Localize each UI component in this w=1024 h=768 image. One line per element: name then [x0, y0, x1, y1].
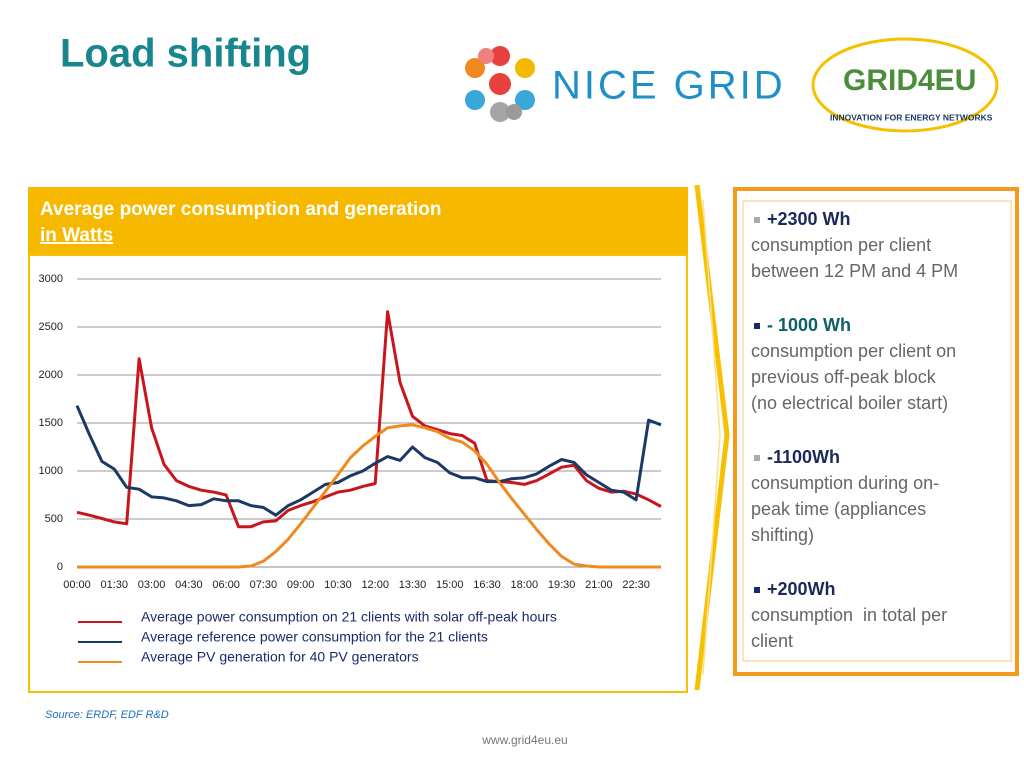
bullet-text: client: [751, 631, 793, 651]
legend-label: Average PV generation for 40 PV generato…: [141, 649, 419, 665]
bullet-heading: - 1000 Wh: [767, 315, 851, 335]
x-tick-label: 07:30: [250, 579, 278, 591]
bullet-square: [754, 217, 760, 223]
bullet-text: shifting): [751, 525, 814, 545]
y-tick-label: 0: [57, 561, 63, 573]
bullet-text: consumption per client: [751, 235, 931, 255]
x-tick-label: 01:30: [101, 579, 129, 591]
nice-grid-logo: NICE GRID: [465, 46, 786, 122]
bullet-heading: +200Wh: [767, 579, 836, 599]
bullet-text: between 12 PM and 4 PM: [751, 261, 958, 281]
series-line: [75, 405, 662, 517]
bullet-box-inner: [742, 200, 1012, 662]
bullet-text: consumption during on-: [751, 473, 939, 493]
bullet-square: [754, 323, 760, 329]
source: Source: ERDF, EDF R&D: [45, 709, 169, 721]
x-tick-label: 09:00: [287, 579, 315, 591]
grid4eu-text: GRID4EU: [843, 64, 976, 97]
slide-title: Load shifting: [60, 32, 311, 76]
x-tick-label: 04:30: [175, 579, 203, 591]
y-tick-label: 2000: [39, 369, 63, 381]
x-tick-label: 10:30: [324, 579, 352, 591]
bullet-text: consumption in total per: [751, 605, 947, 625]
x-tick-label: 12:00: [361, 579, 389, 591]
x-tick-label: 18:00: [511, 579, 539, 591]
x-tick-label: 03:00: [138, 579, 166, 591]
y-tick-label: 2500: [39, 321, 63, 333]
x-tick-label: 16:30: [473, 579, 501, 591]
footer: www.grid4eu.eu: [481, 733, 567, 747]
legend-label: Average power consumption on 21 clients …: [141, 609, 557, 625]
bullet-text: peak time (appliances: [751, 499, 926, 519]
bullet-square: [754, 455, 760, 461]
series-line: [77, 423, 661, 569]
chevron-inner: [702, 199, 721, 676]
chart-title: Average power consumption and generation: [40, 199, 442, 220]
x-tick-label: 19:30: [548, 579, 576, 591]
y-tick-label: 1500: [39, 417, 63, 429]
y-tick-label: 1000: [39, 465, 63, 477]
x-tick-label: 00:00: [63, 579, 91, 591]
y-tick-label: 500: [45, 513, 63, 525]
chevron: [694, 184, 730, 691]
grid4eu-tagline: INNOVATION FOR ENERGY NETWORKS: [830, 112, 993, 122]
x-tick-label: 15:00: [436, 579, 464, 591]
x-tick-label: 22:30: [622, 579, 650, 591]
series-line: [76, 310, 662, 529]
bullet-square: [754, 587, 760, 593]
legend-label: Average reference power consumption for …: [141, 629, 488, 645]
bullet-heading: +2300 Wh: [767, 209, 851, 229]
bullet-text: consumption per client on: [751, 341, 956, 361]
x-tick-label: 06:00: [212, 579, 240, 591]
bullet-text: (no electrical boiler start): [751, 393, 948, 413]
chart-subtitle: in Watts: [40, 225, 113, 246]
chart-header: [28, 187, 688, 255]
grid4eu-logo: GRID4EU INNOVATION FOR ENERGY NETWORKS: [811, 37, 999, 133]
x-tick-label: 21:00: [585, 579, 613, 591]
x-tick-label: 13:30: [399, 579, 427, 591]
y-tick-label: 3000: [39, 273, 63, 285]
nice-grid-text: NICE GRID: [552, 64, 786, 108]
bullet-text: previous off-peak block: [751, 367, 937, 387]
bullet-heading: -1100Wh: [767, 447, 840, 467]
